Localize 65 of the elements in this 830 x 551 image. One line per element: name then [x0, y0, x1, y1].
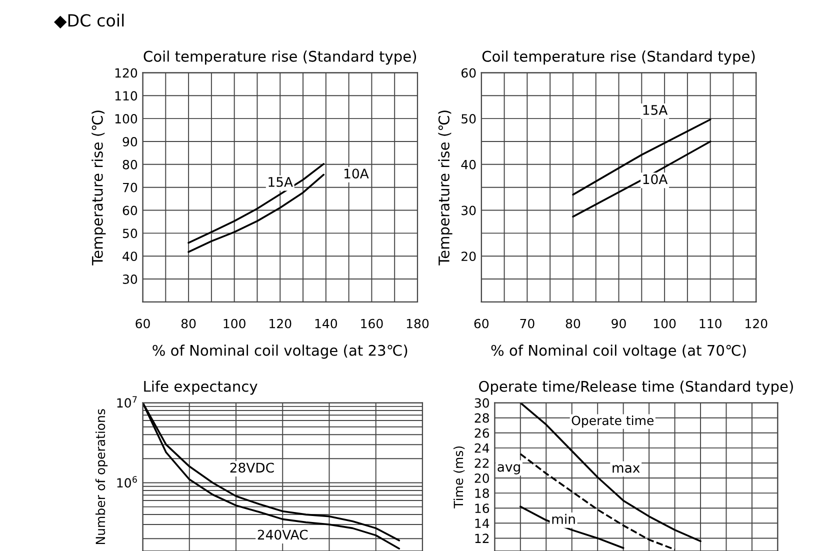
- y-tick-label: 10$^{6}$: [117, 476, 137, 488]
- annotation: Operate time: [572, 416, 654, 428]
- y-tick-label: 30: [474, 398, 489, 408]
- y-tick-label: 26: [474, 428, 490, 438]
- line-series: [520, 453, 676, 550]
- x-tick-label: 140: [315, 318, 338, 328]
- y-tick-label: 70: [123, 182, 138, 192]
- series-label: 15A: [643, 105, 668, 115]
- x-tick-label: 100: [224, 318, 246, 328]
- y-axis-title: Number of operations: [95, 409, 108, 544]
- series-label: 10A: [643, 174, 668, 184]
- y-tick-label: 40: [461, 160, 476, 170]
- y-tick-label: 12: [475, 534, 489, 543]
- y-tick-label: 50: [462, 114, 476, 124]
- y-tick-label: 60: [462, 68, 476, 78]
- series-label: min: [552, 514, 575, 524]
- y-tick-label: 80: [122, 160, 138, 170]
- y-tick-label: 120: [115, 68, 138, 78]
- chart-title: Coil temperature rise (Standard type): [144, 50, 416, 65]
- x-tick-label: 60: [136, 318, 150, 328]
- y-tick-label: 30: [122, 274, 138, 284]
- x-tick-label: 80: [181, 318, 196, 328]
- y-tick-label: 16: [475, 504, 490, 514]
- y-tick-label: 20: [474, 473, 489, 483]
- x-tick-label: 120: [270, 318, 292, 328]
- y-tick-label: 100: [115, 114, 138, 124]
- x-tick-label: 110: [700, 318, 722, 328]
- series-label: 15A: [268, 177, 293, 187]
- y-tick-label: 24: [474, 443, 490, 453]
- y-tick-label: 60: [122, 206, 138, 216]
- chart-title: Coil temperature rise (Standard type): [482, 50, 755, 65]
- series-label: 240VAC: [258, 530, 308, 540]
- y-tick-label: 18: [475, 488, 489, 498]
- x-tick-label: 160: [361, 318, 383, 328]
- y-tick-label: 28: [474, 413, 489, 423]
- y-axis-title: Temperature rise (℃): [92, 110, 106, 266]
- series-label: avg: [498, 464, 520, 474]
- x-tick-label: 180: [406, 318, 429, 328]
- line-series: [520, 402, 702, 542]
- line-series: [188, 163, 325, 244]
- text: ◆DC coil: [54, 14, 124, 28]
- y-axis-title: Temperature rise (℃): [438, 110, 452, 266]
- series-label: max: [612, 465, 640, 473]
- series-label: 28VDC: [230, 462, 274, 473]
- y-tick-label: 10$^{7}$: [117, 396, 137, 408]
- x-axis-title: % of Nominal coil voltage (at 70℃): [491, 344, 746, 359]
- x-tick-label: 80: [566, 318, 580, 328]
- y-tick-label: 22: [474, 458, 489, 468]
- y-axis-title: Time (ms): [453, 446, 465, 508]
- chart-title: Operate time/Release time (Standard type): [479, 380, 793, 395]
- y-tick-label: 50: [122, 228, 138, 238]
- x-tick-label: 70: [520, 318, 534, 328]
- y-tick-label: 90: [122, 136, 138, 146]
- chart-title: Life expectancy: [144, 380, 258, 395]
- y-tick-label: 20: [462, 252, 476, 262]
- y-tick-label: 30: [462, 206, 476, 216]
- x-tick-label: 90: [612, 318, 626, 328]
- x-axis-title: % of Nominal coil voltage (at 23℃): [152, 344, 408, 359]
- x-tick-label: 100: [654, 318, 676, 328]
- y-tick-label: 14: [475, 518, 490, 528]
- y-tick-label: 40: [122, 252, 138, 262]
- line-series: [188, 174, 325, 253]
- x-tick-label: 120: [746, 318, 768, 328]
- series-label: 10A: [344, 168, 369, 179]
- y-tick-label: 110: [115, 91, 138, 101]
